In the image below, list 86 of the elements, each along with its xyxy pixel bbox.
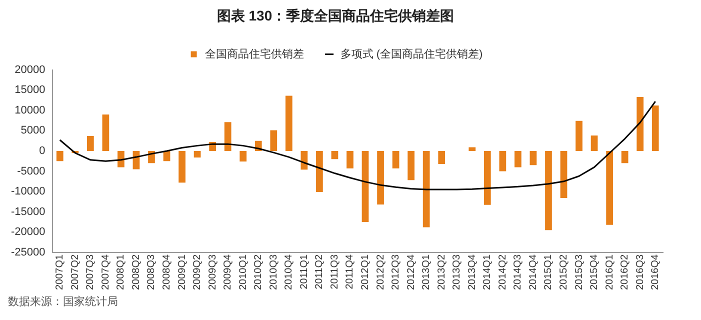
bar xyxy=(499,150,506,172)
bar xyxy=(545,150,552,230)
x-tick-label: 2007Q4 xyxy=(100,254,112,290)
y-tick-label: 0 xyxy=(39,144,46,157)
x-tick-label: 2008Q2 xyxy=(130,254,142,290)
bar xyxy=(422,150,430,228)
bar xyxy=(346,150,354,168)
x-tick-label: 2011Q1 xyxy=(298,254,310,290)
y-tick-label: 10000 xyxy=(14,104,46,116)
x-tick-label: 2016Q1 xyxy=(604,254,616,290)
bar xyxy=(514,150,522,168)
x-tick-label: 2016Q4 xyxy=(650,254,662,290)
x-tick-label: 2010Q3 xyxy=(268,254,280,290)
x-tick-label: 2012Q2 xyxy=(375,254,386,290)
bar xyxy=(652,106,659,151)
legend-label: 多项式 (全国商品住宅供销差) xyxy=(340,47,483,60)
y-tick-label: 20000 xyxy=(14,64,46,76)
bar xyxy=(56,150,64,162)
bar xyxy=(86,136,94,151)
x-tick-label: 2011Q2 xyxy=(314,254,326,290)
x-tick-label: 2008Q3 xyxy=(146,254,158,290)
x-tick-label: 2014Q4 xyxy=(528,254,539,290)
x-tick-label: 2008Q1 xyxy=(116,254,127,290)
x-tick-label: 2010Q1 xyxy=(238,254,249,290)
bar xyxy=(560,150,568,198)
x-tick-label: 2009Q4 xyxy=(222,254,234,290)
x-tick-label: 2015Q4 xyxy=(589,254,600,290)
x-tick-label: 2013Q3 xyxy=(452,254,463,290)
x-tick-label: 2014Q3 xyxy=(512,254,524,290)
y-tick-label: -25000 xyxy=(10,246,46,258)
y-tick-label: -15000 xyxy=(10,206,46,218)
legend-label: 全国商品住宅供销差 xyxy=(204,47,304,60)
bar xyxy=(621,150,628,164)
x-tick-label: 2012Q4 xyxy=(406,254,417,290)
bar xyxy=(118,150,124,168)
bar xyxy=(285,96,292,151)
bar xyxy=(484,150,491,205)
bar xyxy=(468,147,476,151)
x-tick-label: 2015Q2 xyxy=(558,254,570,290)
x-tick-label: 2012Q3 xyxy=(390,254,402,290)
x-tick-label: 2009Q2 xyxy=(192,254,204,290)
x-tick-label: 2016Q2 xyxy=(620,254,631,290)
bar xyxy=(224,122,232,151)
x-tick-label: 2011Q3 xyxy=(329,254,340,290)
bar xyxy=(438,150,446,164)
y-tick-label: -10000 xyxy=(10,186,46,198)
x-tick-label: 2016Q3 xyxy=(634,254,646,290)
bar xyxy=(530,150,537,166)
x-tick-label: 2007Q3 xyxy=(85,254,96,290)
y-tick-label: 15000 xyxy=(14,84,46,96)
source-note: 数据来源：国家统计局 xyxy=(8,294,119,309)
x-tick-label: 2010Q4 xyxy=(284,254,295,290)
bar xyxy=(606,150,613,225)
y-tick-label: -20000 xyxy=(10,226,46,238)
bar xyxy=(102,114,110,151)
bar xyxy=(377,150,384,205)
x-tick-label: 2010Q2 xyxy=(253,254,264,290)
y-tick-label: -5000 xyxy=(17,165,46,178)
x-tick-label: 2012Q1 xyxy=(360,254,372,290)
bar xyxy=(178,150,186,183)
bar xyxy=(270,130,278,151)
x-tick-label: 2013Q2 xyxy=(436,254,448,290)
x-tick-label: 2014Q2 xyxy=(497,254,508,290)
bar xyxy=(316,150,323,192)
bar xyxy=(576,120,582,151)
x-tick-label: 2007Q2 xyxy=(70,254,81,290)
bar xyxy=(240,150,247,162)
bar xyxy=(590,136,598,151)
bar xyxy=(392,150,400,168)
x-tick-label: 2011Q4 xyxy=(344,254,356,290)
x-tick-label: 2013Q1 xyxy=(421,254,432,290)
bar xyxy=(331,150,338,160)
x-tick-label: 2015Q3 xyxy=(574,254,585,290)
y-tick-label: 5000 xyxy=(20,124,46,137)
x-tick-label: 2013Q4 xyxy=(466,254,478,290)
chart-title: 图表 130：季度全国商品住宅供销差图 xyxy=(216,7,454,24)
x-tick-label: 2014Q1 xyxy=(482,254,494,290)
bar xyxy=(636,96,644,151)
x-tick-label: 2007Q1 xyxy=(54,254,66,290)
bar xyxy=(362,150,369,222)
x-tick-label: 2009Q1 xyxy=(176,254,188,290)
x-tick-label: 2015Q1 xyxy=(543,254,554,290)
bar xyxy=(408,150,414,180)
x-tick-label: 2009Q3 xyxy=(207,254,218,290)
x-tick-label: 2008Q4 xyxy=(162,254,173,290)
bar xyxy=(194,150,201,158)
